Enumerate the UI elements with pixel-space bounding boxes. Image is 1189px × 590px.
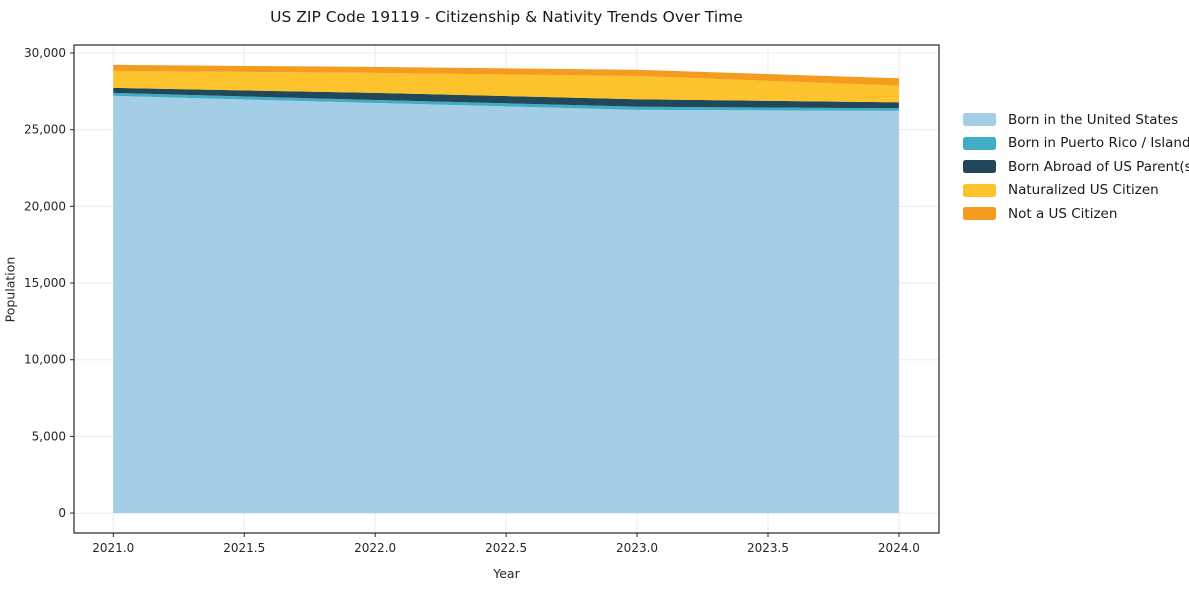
x-tick-label: 2021.5 — [223, 541, 265, 555]
y-tick-label: 30,000 — [24, 46, 66, 60]
legend-label-born-pr: Born in Puerto Rico / Islands — [1008, 135, 1189, 152]
y-tick-label: 25,000 — [24, 123, 66, 137]
legend: Born in the United States Born in Puerto… — [963, 108, 1189, 226]
legend-swatch-born-pr — [963, 136, 996, 150]
legend-swatch-not-citizen — [963, 207, 996, 221]
area-series-3 — [113, 70, 899, 103]
legend-item-naturalized: Naturalized US Citizen — [963, 179, 1189, 203]
x-axis-label: Year — [493, 566, 520, 581]
legend-item-born-us: Born in the United States — [963, 108, 1189, 132]
legend-label-born-abroad: Born Abroad of US Parent(s) — [1008, 158, 1189, 175]
legend-label-naturalized: Naturalized US Citizen — [1008, 182, 1159, 199]
y-tick-label: 20,000 — [24, 199, 66, 213]
y-tick-label: 10,000 — [24, 353, 66, 367]
legend-item-not-citizen: Not a US Citizen — [963, 202, 1189, 226]
x-tick-label: 2023.5 — [747, 541, 789, 555]
x-tick-label: 2022.0 — [354, 541, 396, 555]
y-tick-label: 0 — [58, 506, 66, 520]
legend-swatch-born-abroad — [963, 160, 996, 174]
legend-item-born-pr: Born in Puerto Rico / Islands — [963, 132, 1189, 156]
x-tick-label: 2024.0 — [878, 541, 920, 555]
area-series-1 — [113, 92, 899, 111]
y-tick-label: 5,000 — [32, 429, 66, 443]
area-series-0 — [113, 95, 899, 514]
chart-title: US ZIP Code 19119 - Citizenship & Nativi… — [270, 8, 743, 26]
legend-swatch-naturalized — [963, 183, 996, 197]
legend-swatch-born-us — [963, 113, 996, 127]
y-tick-label: 15,000 — [24, 276, 66, 290]
legend-label-born-us: Born in the United States — [1008, 111, 1179, 128]
y-axis-label: Population — [2, 256, 18, 323]
legend-item-born-abroad: Born Abroad of US Parent(s) — [963, 155, 1189, 179]
x-tick-label: 2021.0 — [92, 541, 134, 555]
legend-label-not-citizen: Not a US Citizen — [1008, 205, 1118, 222]
x-tick-label: 2022.5 — [485, 541, 527, 555]
area-series-2 — [113, 87, 899, 109]
area-series-4 — [113, 64, 899, 86]
x-tick-label: 2023.0 — [616, 541, 658, 555]
